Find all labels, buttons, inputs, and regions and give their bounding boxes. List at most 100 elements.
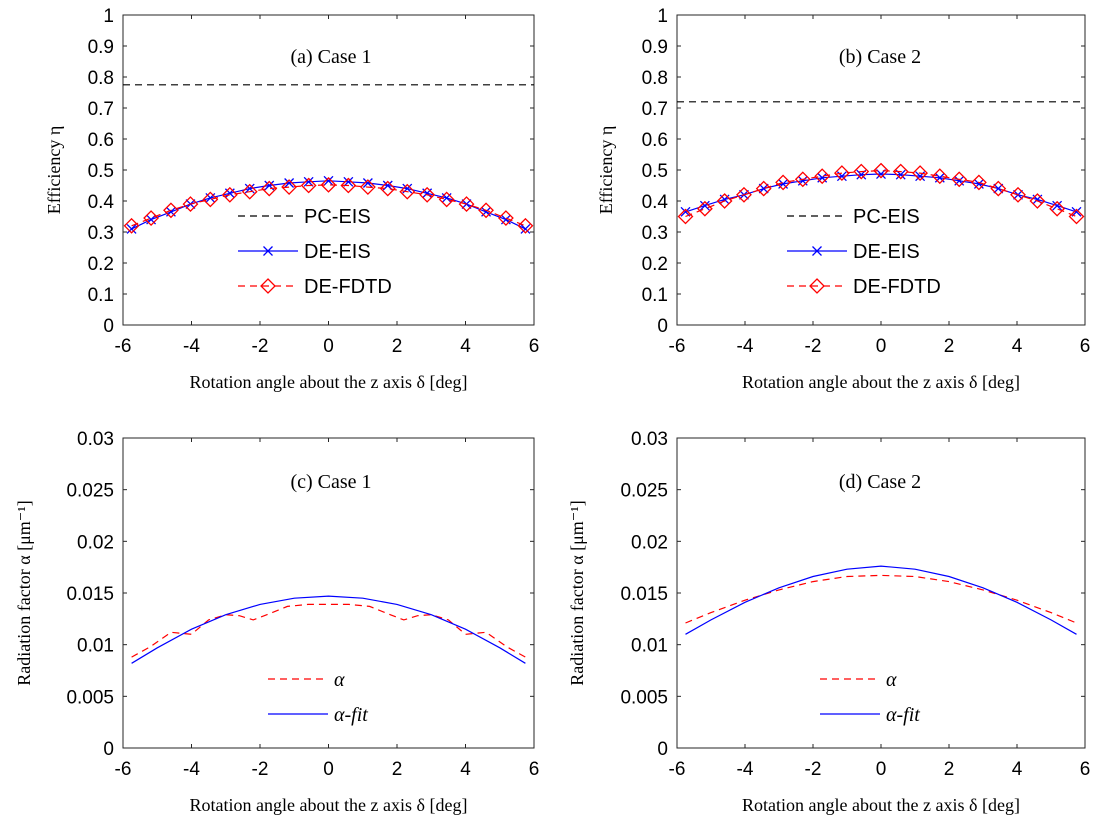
y-tick-label: 0.01 xyxy=(77,636,114,657)
diamond-marker xyxy=(1010,186,1026,203)
y-axis-label: Radiation factor α [μm⁻¹] xyxy=(567,500,587,685)
y-tick-label: 0.2 xyxy=(88,254,114,275)
y-tick-label: 0.025 xyxy=(620,481,668,502)
diamond-marker xyxy=(458,196,475,213)
diamond-marker xyxy=(809,278,825,294)
x-tick-label: 6 xyxy=(1080,759,1091,780)
diamond-marker xyxy=(123,217,140,234)
y-tick-label: 0.2 xyxy=(642,254,668,275)
diamond-marker xyxy=(438,191,455,208)
x-axis-label: Rotation angle about the z axis δ [deg] xyxy=(190,795,468,815)
panel-title: (b) Case 2 xyxy=(839,46,921,68)
diamond-marker xyxy=(833,165,850,182)
y-axis-label: Efficiency η xyxy=(596,126,616,215)
chart-panel-4: -6 -4 -2 0 2 4 6 0 0.005 0.01 0.015 0.02 0.025 0.03 Ro… xyxy=(567,429,1090,815)
y-tick-label: 0.02 xyxy=(77,532,114,553)
y-tick-label: 0.4 xyxy=(642,192,669,213)
x-tick-label: -4 xyxy=(183,759,200,780)
diamond-marker xyxy=(221,186,238,203)
x-tick-label: -6 xyxy=(115,759,132,780)
x-marker xyxy=(520,223,531,234)
chart-panel-3: -6 -4 -2 0 2 4 6 0 0.005 0.01 0.015 0.02 0.025 0.03 Ro… xyxy=(14,429,539,815)
diamond-marker xyxy=(912,165,929,182)
y-tick-label: 0.1 xyxy=(642,285,668,306)
x-tick-label: 4 xyxy=(460,336,471,357)
y-tick-label: 0.015 xyxy=(620,584,668,605)
x-tick-label: 0 xyxy=(323,759,334,780)
diamond-marker xyxy=(892,163,909,180)
y-tick-label: 0.5 xyxy=(88,161,114,182)
panel-title: (d) Case 2 xyxy=(839,471,921,493)
y-axis-label: Efficiency η xyxy=(44,126,64,215)
legend-label: DE-FDTD xyxy=(304,276,392,298)
diamond-marker xyxy=(419,186,436,203)
diamond-marker xyxy=(320,176,337,193)
y-tick-label: 0.4 xyxy=(88,192,115,213)
x-tick-label: -2 xyxy=(805,336,822,357)
x-tick-label: -6 xyxy=(669,336,686,357)
x-tick-label: 6 xyxy=(529,759,540,780)
y-tick-label: 0.5 xyxy=(642,161,668,182)
diamond-marker xyxy=(359,179,376,195)
x-marker xyxy=(263,246,273,256)
x-tick-label: -4 xyxy=(737,759,754,780)
x-marker xyxy=(993,183,1004,194)
diamond-marker xyxy=(340,177,357,194)
chart-panel-1: -6 -4 -2 0 2 4 6 0 0.1 0.2 0.3 0.4 0.5 0.6 0.7 0.8 0.9 1 R… xyxy=(44,6,539,392)
diamond-marker xyxy=(1029,193,1046,209)
x-tick-label: 0 xyxy=(323,336,334,357)
y-tick-label: 0.8 xyxy=(88,68,114,89)
y-tick-label: 0.03 xyxy=(631,429,668,450)
y-tick-label: 0.1 xyxy=(88,285,114,306)
legend-label: PC-EIS xyxy=(853,206,920,228)
y-tick-label: 0.015 xyxy=(66,584,114,605)
diamond-marker xyxy=(873,162,889,179)
x-tick-label: 2 xyxy=(944,336,955,357)
x-marker xyxy=(126,223,137,234)
chart-panel-2: -6 -4 -2 0 2 4 6 0 0.1 0.2 0.3 0.4 0.5 0.6 0.7 0.8 0.9 1 R… xyxy=(596,6,1090,392)
y-tick-label: 0.025 xyxy=(66,481,114,502)
diamond-marker xyxy=(775,174,791,191)
diamond-marker xyxy=(736,186,752,203)
diamond-marker xyxy=(1068,208,1085,225)
legend-label: α-fit xyxy=(886,704,920,726)
x-marker xyxy=(284,178,295,188)
x-tick-label: 0 xyxy=(876,336,887,357)
x-tick-label: 2 xyxy=(392,336,403,357)
x-marker xyxy=(362,178,373,188)
legend-label: α xyxy=(886,669,897,691)
y-axis-label: Radiation factor α [μm⁻¹] xyxy=(14,500,34,685)
y-tick-label: 0.9 xyxy=(642,37,668,58)
y-tick-label: 0.3 xyxy=(642,223,668,244)
diamond-marker xyxy=(814,168,831,185)
diamond-marker xyxy=(794,171,811,188)
x-tick-label: 6 xyxy=(1080,336,1091,357)
legend-label: α-fit xyxy=(334,704,368,726)
diamond-marker xyxy=(281,179,298,195)
x-tick-label: 6 xyxy=(529,336,540,357)
y-tick-label: 0.8 xyxy=(642,68,668,89)
diamond-marker xyxy=(202,191,219,208)
legend-label: DE-FDTD xyxy=(853,276,941,298)
diamond-marker xyxy=(399,183,416,200)
series-line xyxy=(685,574,1077,624)
x-tick-label: 0 xyxy=(876,759,887,780)
diamond-marker xyxy=(379,180,396,197)
y-tick-label: 0.7 xyxy=(88,99,114,120)
panel-title: (c) Case 1 xyxy=(290,471,371,493)
diamond-marker xyxy=(241,183,258,200)
diamond-marker xyxy=(853,163,870,180)
x-tick-label: 4 xyxy=(1012,759,1023,780)
x-marker xyxy=(343,176,354,187)
x-tick-label: 4 xyxy=(460,759,471,780)
diamond-marker xyxy=(478,202,494,219)
diamond-marker xyxy=(951,171,968,188)
y-tick-label: 0.7 xyxy=(642,99,668,120)
x-marker xyxy=(323,175,334,186)
x-axis-label: Rotation angle about the z axis δ [deg] xyxy=(190,372,468,392)
diamond-marker xyxy=(261,180,278,197)
y-tick-label: 0.005 xyxy=(620,687,668,708)
x-axis-label: Rotation angle about the z axis δ [deg] xyxy=(742,372,1020,392)
diamond-marker xyxy=(931,168,948,185)
